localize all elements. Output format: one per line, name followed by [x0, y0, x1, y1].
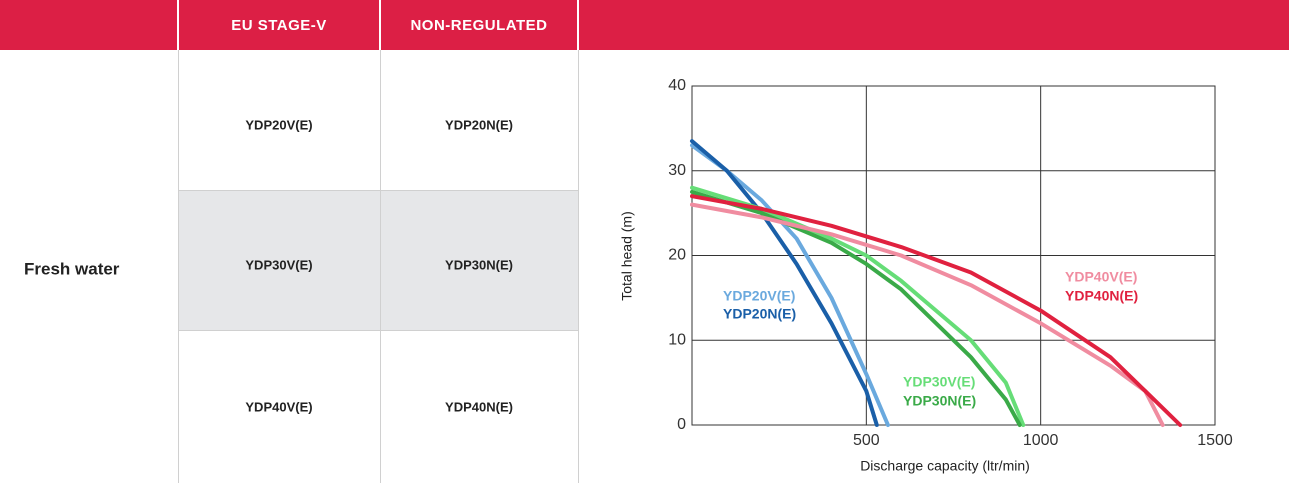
- row-category: Fresh water: [24, 259, 120, 278]
- x-tick-label: 500: [853, 432, 880, 449]
- series-annotation: YDP40N(E): [1065, 288, 1138, 304]
- series-line: [690, 194, 1183, 427]
- x-axis-label: Discharge capacity (ltr/min): [860, 458, 1030, 474]
- header-cell: NON-REGULATED: [410, 17, 547, 34]
- series-annotation: YDP30N(E): [903, 393, 976, 409]
- row-shade: [178, 190, 578, 330]
- cell: YDP40V(E): [245, 399, 312, 414]
- series-line: [690, 202, 1165, 427]
- y-tick-label: 40: [668, 77, 686, 94]
- header-cell: EU STAGE-V: [231, 17, 327, 34]
- x-tick-label: 1500: [1197, 432, 1233, 449]
- series-line: [690, 139, 879, 427]
- x-tick-label: 1000: [1023, 432, 1059, 449]
- cell: YDP20N(E): [445, 117, 513, 132]
- y-tick-label: 30: [668, 162, 686, 179]
- series-annotation: YDP30V(E): [903, 374, 975, 390]
- series-line: [690, 143, 890, 427]
- series-annotation: YDP20N(E): [723, 306, 796, 322]
- y-tick-label: 20: [668, 247, 686, 264]
- cell: YDP20V(E): [245, 117, 312, 132]
- series-annotation: YDP20V(E): [723, 288, 795, 304]
- cell: YDP30N(E): [445, 257, 513, 272]
- table-lines: [178, 50, 579, 483]
- cell: YDP30V(E): [245, 257, 312, 272]
- y-tick-label: 10: [668, 331, 686, 348]
- y-tick-label: 0: [677, 416, 686, 433]
- series-line: [690, 185, 1026, 427]
- series-annotation: YDP40V(E): [1065, 269, 1137, 285]
- y-axis-label: Total head (m): [619, 211, 635, 300]
- cell: YDP40N(E): [445, 399, 513, 414]
- header-bar: [0, 0, 1289, 50]
